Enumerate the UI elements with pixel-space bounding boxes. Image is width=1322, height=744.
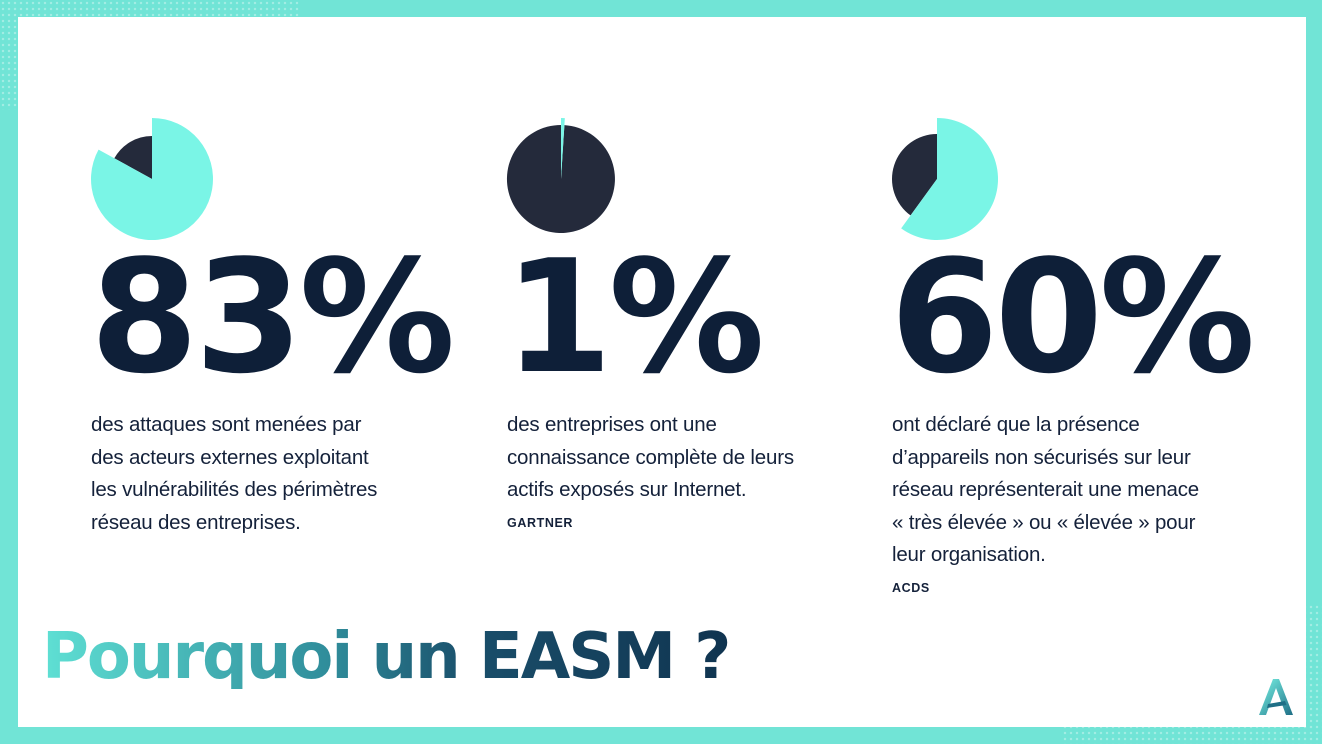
stat-value-83: 83%: [90, 226, 455, 408]
source-acds: ACDS: [892, 581, 930, 595]
stat-value-60: 60%: [890, 226, 1255, 408]
description-line: actifs exposés sur Internet.: [507, 478, 747, 501]
description-line: des acteurs externes exploitant: [91, 445, 369, 469]
source-gartner: GARTNER: [507, 516, 574, 530]
description-line: des attaques sont menées par: [91, 413, 362, 436]
description-line: leur organisation.: [892, 543, 1046, 566]
description-line: les vulnérabilités des périmètres: [91, 478, 378, 501]
description-line: réseau représenterait une menace: [892, 478, 1199, 501]
stat-description-companies: des entreprises ont une connaissance com…: [507, 409, 794, 507]
pie-slice-highlight: [91, 118, 214, 240]
pie-chart-devices: [891, 118, 999, 240]
pie-chart-attacks: [91, 118, 214, 240]
description-line: ont déclaré que la présence: [892, 413, 1140, 436]
slide-card: 83% des attaques sont menées par des act…: [18, 17, 1306, 727]
pie-slice-highlight: [561, 118, 565, 179]
stat-description-devices: ont déclaré que la présence d’appareils …: [892, 409, 1199, 572]
description-line: réseau des entreprises.: [91, 510, 301, 534]
page-title: Pourquoi un EASM ?: [42, 620, 731, 694]
stat-value-1: 1%: [504, 226, 765, 408]
pie-slice-remainder: [114, 136, 152, 179]
pie-slice-remainder: [891, 134, 937, 216]
pie-slice-remainder: [506, 124, 615, 233]
stat-description-attacks: des attaques sont menées par des acteurs…: [91, 409, 377, 539]
description-line: connaissance complète de leurs: [507, 445, 794, 469]
pie-slice-highlight: [901, 118, 999, 240]
a-letter-logo-icon: [1259, 679, 1293, 715]
pie-chart-companies: [506, 118, 615, 233]
description-line: des entreprises ont une: [507, 413, 717, 436]
description-line: « très élevée » ou « élevée » pour: [892, 510, 1196, 534]
description-line: d’appareils non sécurisés sur leur: [892, 445, 1191, 469]
